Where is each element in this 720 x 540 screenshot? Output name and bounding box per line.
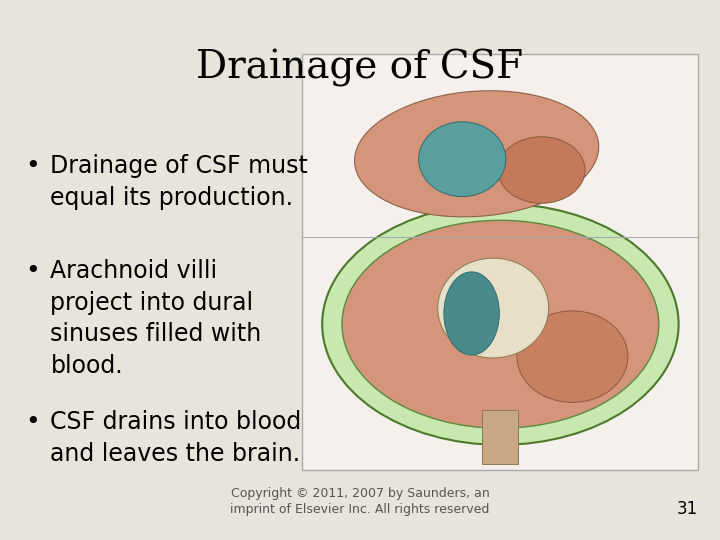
FancyBboxPatch shape <box>302 54 698 470</box>
Text: Drainage of CSF: Drainage of CSF <box>197 49 523 86</box>
Text: 31: 31 <box>677 501 698 518</box>
Ellipse shape <box>444 272 500 355</box>
Text: •: • <box>25 410 40 434</box>
Bar <box>482 410 518 464</box>
Text: •: • <box>25 154 40 178</box>
Ellipse shape <box>323 204 679 445</box>
Ellipse shape <box>419 122 505 197</box>
Ellipse shape <box>342 220 659 428</box>
Ellipse shape <box>517 311 628 402</box>
Ellipse shape <box>498 137 585 203</box>
Ellipse shape <box>354 91 599 217</box>
Text: Copyright © 2011, 2007 by Saunders, an
imprint of Elsevier Inc. All rights reser: Copyright © 2011, 2007 by Saunders, an i… <box>230 487 490 516</box>
Text: CSF drains into blood
and leaves the brain.: CSF drains into blood and leaves the bra… <box>50 410 302 466</box>
Text: Arachnoid villi
project into dural
sinuses filled with
blood.: Arachnoid villi project into dural sinus… <box>50 259 261 378</box>
Text: •: • <box>25 259 40 283</box>
Text: Drainage of CSF must
equal its production.: Drainage of CSF must equal its productio… <box>50 154 308 210</box>
Ellipse shape <box>438 258 549 358</box>
